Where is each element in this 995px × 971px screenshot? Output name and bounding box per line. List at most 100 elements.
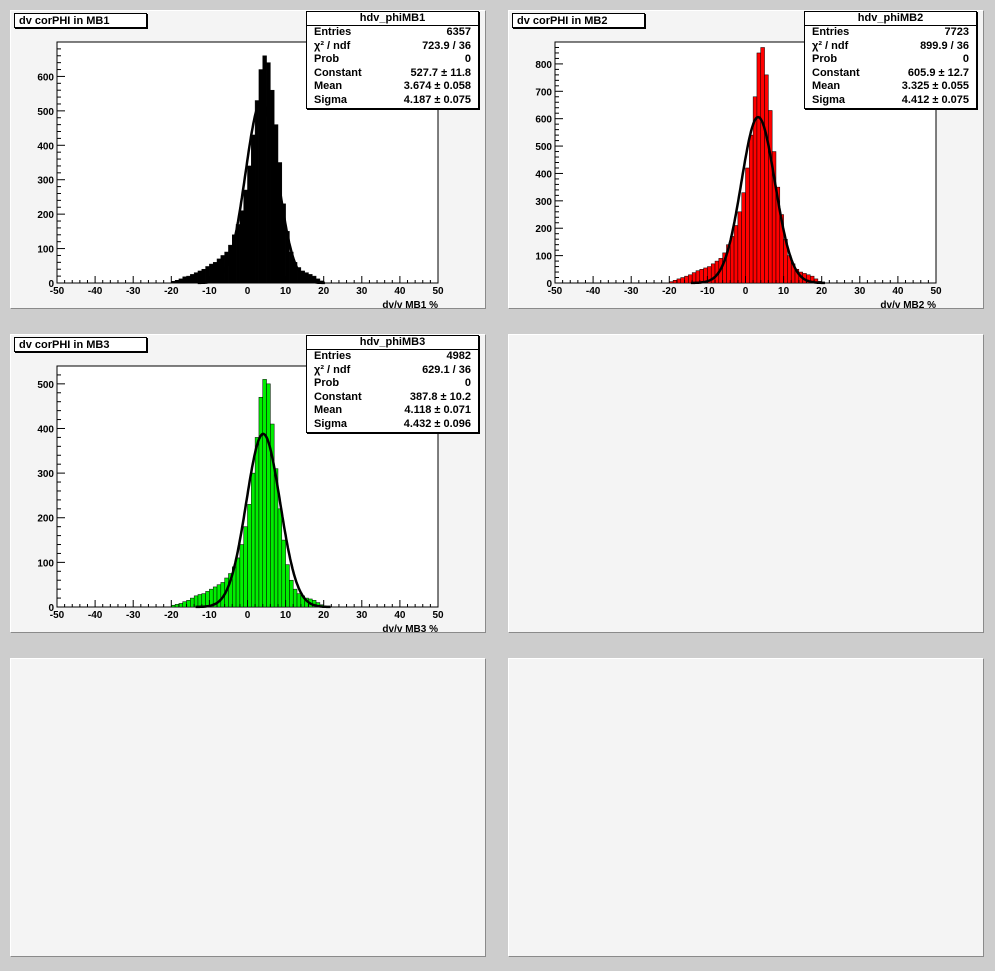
y-tick-label: 500: [37, 380, 54, 391]
pad-mb3: -50 -40 -30 -20 -10 0 10 20 30 40 50 0 100 200 300 400 5…: [10, 334, 486, 634]
histogram-bar: [254, 100, 260, 284]
histogram-bar: [760, 47, 765, 284]
x-tick-label: 40: [394, 286, 406, 297]
x-tick-label: 30: [356, 286, 368, 297]
histogram-bar: [680, 277, 685, 284]
histogram-bar: [737, 211, 742, 284]
pad-title: dv corPHI in MB2: [512, 13, 645, 28]
histogram-bar: [292, 588, 298, 608]
histogram-bar: [768, 110, 773, 284]
histogram-bar: [266, 62, 271, 284]
histogram-bar: [672, 280, 678, 284]
x-tick-label: -50: [50, 286, 65, 297]
histogram-bar: [201, 268, 206, 284]
y-tick-label: 700: [535, 87, 552, 98]
pad-empty-6: [508, 658, 984, 957]
y-tick-label: 100: [37, 558, 54, 569]
y-tick-label: 100: [37, 245, 54, 256]
histogram-bar: [239, 544, 244, 608]
stats-row: χ² / ndf 723.9 / 36: [314, 39, 471, 52]
histogram-bar: [251, 472, 256, 608]
histogram-bar: [186, 275, 191, 284]
stats-row: Entries 4982: [314, 350, 471, 362]
x-tick-label: 0: [245, 286, 251, 297]
stats-row: Entries 7723: [812, 26, 969, 38]
x-tick-label: -30: [624, 286, 639, 297]
histogram-bar: [277, 508, 283, 608]
histogram-bar: [174, 604, 180, 608]
y-tick-label: 500: [535, 142, 552, 153]
stats-box: hdv_phiMB1 Entries 6357 χ² / ndf 723.9 / 3…: [306, 11, 479, 109]
pad-title: dv corPHI in MB3: [14, 337, 147, 352]
stats-row: Constant 605.9 ± 12.7: [812, 66, 969, 79]
y-tick-label: 200: [37, 514, 54, 525]
histogram-bar: [182, 601, 187, 608]
pad-title: dv corPHI in MB1: [14, 13, 147, 28]
y-tick-label: 0: [48, 603, 54, 614]
histogram-bar: [285, 564, 290, 608]
x-tick-label: 50: [432, 610, 444, 621]
histogram-bar: [695, 270, 701, 284]
histogram-bar: [254, 437, 260, 608]
y-tick-label: 300: [535, 197, 552, 208]
x-tick-label: -50: [548, 286, 563, 297]
stats-row: Entries 6357: [314, 26, 471, 38]
y-tick-label: 300: [37, 469, 54, 480]
y-tick-label: 500: [37, 107, 54, 118]
stats-box: hdv_phiMB2 Entries 7723 χ² / ndf 899.9 / 3…: [804, 11, 977, 109]
y-tick-label: 400: [535, 169, 552, 180]
x-axis-label: dv/v MB3 %: [382, 624, 438, 634]
histogram-bar: [764, 74, 769, 284]
stats-box: hdv_phiMB3 Entries 4982 χ² / ndf 629.1 / 3…: [306, 335, 479, 433]
histogram-bar: [266, 383, 271, 608]
histogram-bar: [270, 89, 275, 284]
x-axis-label: dv/v MB1 %: [382, 300, 438, 310]
histogram-bar: [684, 275, 689, 284]
y-tick-label: 100: [535, 252, 552, 263]
stats-row: Mean 3.674 ± 0.058: [314, 80, 471, 93]
histogram-bar: [239, 210, 244, 284]
stats-row: Mean 4.118 ± 0.071: [314, 404, 471, 417]
pad-empty-5: [10, 658, 486, 957]
histogram-bar: [251, 134, 256, 284]
x-tick-label: 0: [743, 286, 749, 297]
histogram-bar: [281, 539, 286, 608]
y-tick-label: 400: [37, 424, 54, 435]
histogram-bar: [247, 165, 252, 284]
stats-row: Prob 0: [812, 53, 969, 66]
pad-mb2: -50 -40 -30 -20 -10 0 10 20 30 40 50 0 100 200 300 400 5…: [508, 10, 984, 310]
histogram-bar: [289, 579, 294, 608]
histogram-bar: [178, 278, 183, 284]
x-tick-label: -20: [164, 286, 179, 297]
x-tick-label: 10: [280, 286, 292, 297]
histogram-bar: [186, 600, 191, 608]
histogram-bar: [296, 593, 302, 608]
y-tick-label: 800: [535, 60, 552, 71]
y-tick-label: 200: [535, 224, 552, 235]
x-tick-label: -10: [700, 286, 715, 297]
x-tick-label: 50: [930, 286, 942, 297]
x-tick-label: 10: [280, 610, 292, 621]
histogram-bar: [691, 272, 697, 284]
pad-empty-4: [508, 334, 984, 633]
stats-row: Prob 0: [314, 377, 471, 390]
y-tick-label: 300: [37, 176, 54, 187]
x-tick-label: -20: [164, 610, 179, 621]
histogram-bar: [262, 379, 267, 608]
x-tick-label: -40: [88, 286, 103, 297]
stats-row: Sigma 4.187 ± 0.075: [314, 93, 471, 106]
histogram-bar: [182, 276, 187, 284]
histogram-bar: [205, 591, 210, 608]
histogram-bar: [258, 396, 263, 608]
y-tick-label: 0: [48, 279, 54, 290]
x-tick-label: -30: [126, 286, 141, 297]
histogram-bar: [190, 597, 195, 608]
histogram-bar: [171, 281, 176, 284]
x-tick-label: 40: [892, 286, 904, 297]
histogram-bar: [699, 269, 704, 284]
stats-row: Mean 3.325 ± 0.055: [812, 80, 969, 93]
histogram-bar: [197, 270, 203, 284]
histogram-bar: [178, 603, 183, 608]
y-tick-label: 600: [535, 115, 552, 126]
stats-name: hdv_phiMB1: [307, 12, 478, 26]
